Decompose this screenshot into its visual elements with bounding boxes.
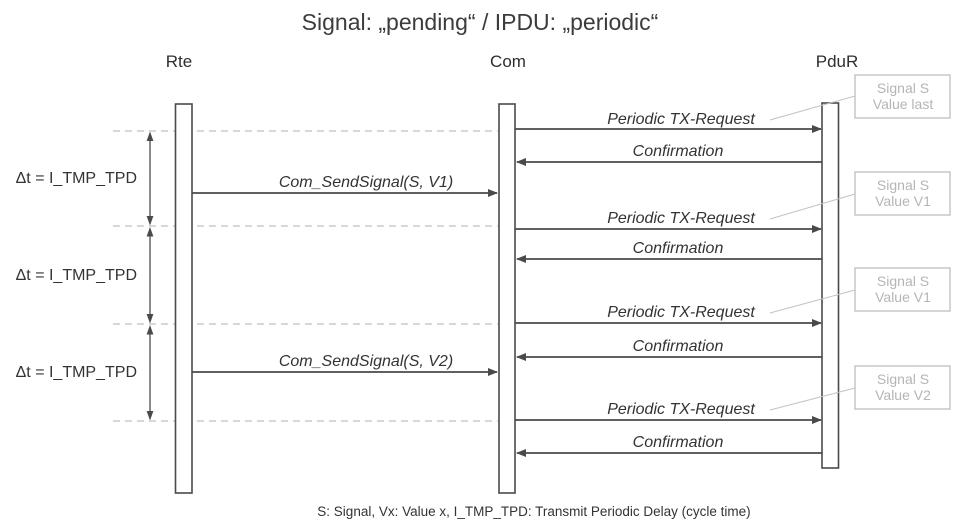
delta-label-2: Δt = I_TMP_TPD <box>16 267 137 284</box>
delta-interval-arrow-2 <box>146 227 154 324</box>
callout-3-line2: Value V1 <box>875 289 931 305</box>
lifeline-label-pdur: PduR <box>816 52 859 71</box>
callout-leader-3 <box>769 289 856 314</box>
message-label-2: Confirmation <box>633 143 724 160</box>
callout-2-line1: Signal S <box>877 177 929 193</box>
delta-label-3: Δt = I_TMP_TPD <box>16 364 137 381</box>
callout-1-line2: Value last <box>873 96 934 112</box>
callout-leader-4 <box>769 387 856 411</box>
callout-1-line1: Signal S <box>877 80 929 96</box>
message-label-4: Periodic TX-Request <box>607 210 755 227</box>
callout-leader-1 <box>769 95 856 121</box>
callout-3-line1: Signal S <box>877 273 929 289</box>
message-label-10: Confirmation <box>633 434 724 451</box>
activation-bar-com <box>498 103 516 494</box>
message-label-9: Periodic TX-Request <box>607 401 755 418</box>
callout-4-line2: Value V2 <box>875 387 931 403</box>
diagram-title: Signal: „pending“ / IPDU: „periodic“ <box>302 9 659 35</box>
callout-2-line2: Value V1 <box>875 193 931 209</box>
lifeline-label-com: Com <box>490 52 526 71</box>
message-label-5: Confirmation <box>633 240 724 257</box>
callout-box-1: Signal S Value last <box>854 74 951 119</box>
callout-box-3: Signal S Value V1 <box>854 267 951 312</box>
callout-leader-2 <box>769 193 856 220</box>
message-label-8: Com_SendSignal(S, V2) <box>279 353 453 370</box>
caption: S: Signal, Vx: Value x, I_TMP_TPD: Trans… <box>317 504 750 519</box>
delta-interval-arrow-1 <box>146 131 154 226</box>
message-label-7: Confirmation <box>633 338 724 355</box>
delta-label-1: Δt = I_TMP_TPD <box>16 170 137 187</box>
message-label-6: Periodic TX-Request <box>607 304 755 321</box>
callout-box-4: Signal S Value V2 <box>854 365 951 410</box>
lifeline-label-rte: Rte <box>166 52 192 71</box>
activation-bar-rte <box>174 103 193 494</box>
message-label-1: Periodic TX-Request <box>607 111 755 128</box>
callout-box-2: Signal S Value V1 <box>854 171 951 216</box>
activation-bar-pdur <box>821 102 840 469</box>
delta-interval-arrow-3 <box>146 325 154 421</box>
message-label-3: Com_SendSignal(S, V1) <box>279 174 453 191</box>
callout-4-line1: Signal S <box>877 371 929 387</box>
